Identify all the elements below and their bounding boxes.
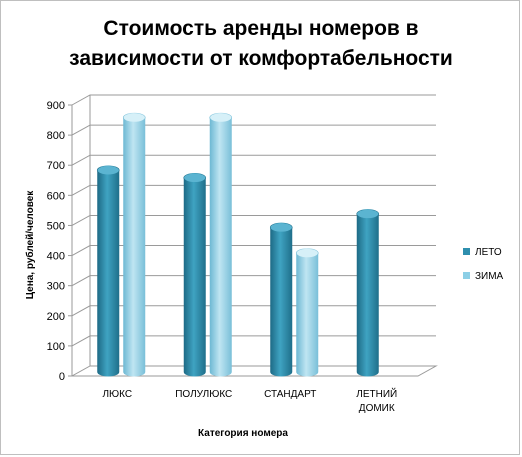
- x-category-label: ДОМИК: [359, 403, 395, 414]
- x-axis-label: Категория номера: [198, 428, 288, 439]
- chart-title: Стоимость аренды номеров в зависимости о…: [0, 14, 522, 74]
- bar-ЛЕТО-ЛЮКС: [96, 165, 120, 377]
- chart-title-line-1: Стоимость аренды номеров в: [103, 17, 419, 40]
- y-tick-label: 300: [47, 281, 65, 293]
- y-tick-label: 900: [47, 100, 65, 112]
- y-tick-label: 400: [47, 251, 65, 263]
- y-tick-label: 800: [47, 130, 65, 142]
- x-category-label: ЛЕТНИЙ: [356, 387, 397, 400]
- legend-swatch-ЗИМА: [463, 272, 470, 279]
- legend: ЛЕТО ЗИМА: [463, 247, 504, 282]
- bar-ЛЕТО-ПОЛУЛЮКС: [183, 172, 207, 377]
- legend-swatch-ЛЕТО: [463, 248, 470, 255]
- axes: [70, 95, 438, 377]
- y-tick-label: 700: [47, 160, 65, 172]
- chart-floor: [70, 365, 438, 377]
- y-tick-label: 100: [47, 341, 65, 353]
- y-ticks: 0 100 200 300 400 500 600 700 800 900: [47, 100, 72, 383]
- x-category-label: ЛЮКС: [102, 389, 132, 400]
- bar-ЛЕТО-ЛЕТНИЙ ДОМИК: [356, 209, 380, 377]
- y-tick-label: 0: [59, 371, 65, 383]
- gridline: [71, 94, 436, 106]
- y-tick-label: 200: [47, 311, 65, 323]
- bar-ЗИМА-ЛЮКС: [122, 112, 146, 377]
- legend-label-ЗИМА: ЗИМА: [475, 271, 504, 282]
- bar-ЗИМА-СТАНДАРТ: [295, 248, 319, 377]
- y-tick-label: 600: [47, 190, 65, 202]
- legend-label-ЛЕТО: ЛЕТО: [475, 247, 502, 258]
- bar-ЛЕТО-СТАНДАРТ: [269, 222, 293, 377]
- bar-ЗИМА-ПОЛУЛЮКС: [209, 112, 233, 377]
- y-axis-label: Цена, рублей/человек: [24, 190, 36, 300]
- x-category-label: СТАНДАРТ: [264, 389, 316, 400]
- x-category-labels: ЛЮКС ПОЛУЛЮКС СТАНДАРТ ЛЕТНИЙ ДОМИК: [102, 387, 397, 414]
- chart-title-line-2: зависимости от комфортабельности: [69, 47, 453, 70]
- y-tick-label: 500: [47, 220, 65, 232]
- x-category-label: ПОЛУЛЮКС: [175, 389, 232, 400]
- bars: [96, 112, 380, 377]
